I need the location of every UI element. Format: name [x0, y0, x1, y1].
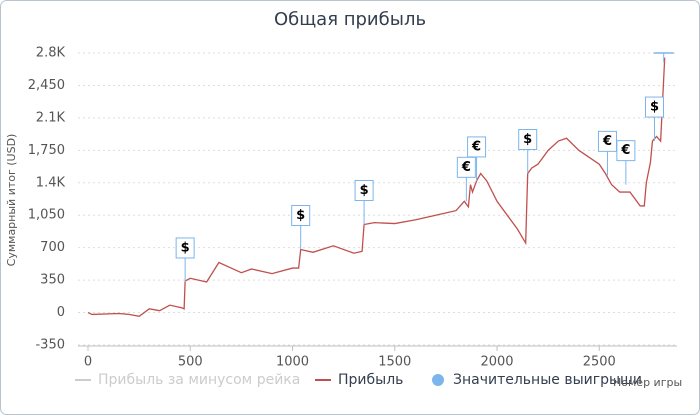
- x-axis-label: Номер игры: [613, 376, 682, 389]
- flag-label: $: [296, 208, 305, 223]
- y-axis-label: Суммарный итог (USD): [5, 134, 18, 267]
- flag-marker: [175, 237, 195, 259]
- flag: €: [616, 140, 636, 185]
- flag-marker: [616, 140, 636, 162]
- y-tick-label: 2.1K: [36, 110, 66, 125]
- flag-marker: [518, 129, 538, 151]
- y-tick-label: 700: [40, 240, 65, 255]
- chart-title: Общая прибыль: [274, 9, 426, 30]
- y-tick-label: 350: [40, 273, 65, 288]
- flag-label: €: [461, 160, 471, 175]
- x-tick-label: 1000: [276, 355, 309, 370]
- flag: [653, 52, 674, 63]
- flag-label: €: [602, 134, 612, 149]
- legend-label: Прибыль за минусом рейка: [98, 372, 300, 388]
- flag: $: [175, 237, 195, 282]
- flag: $: [645, 96, 665, 142]
- y-tick-label: 2,450: [28, 78, 65, 93]
- flag: $: [354, 179, 374, 225]
- flag-label: $: [360, 183, 369, 198]
- legend-label: Прибыль: [338, 372, 403, 388]
- flag-label: $: [650, 100, 659, 115]
- flag: $: [291, 205, 311, 250]
- flag-marker: [291, 205, 311, 227]
- flag: €: [467, 136, 487, 181]
- flag-label: $: [181, 240, 190, 255]
- flag-marker: [645, 96, 665, 118]
- flag: $: [518, 129, 538, 174]
- y-tick-label: 1,050: [28, 208, 65, 223]
- x-tick-label: 2000: [480, 355, 513, 370]
- flag-marker: [354, 179, 374, 201]
- y-tick-label: 1.4K: [36, 175, 66, 190]
- x-tick-label: 1500: [378, 355, 411, 370]
- y-tick-label: 2.8K: [36, 46, 66, 61]
- x-tick-label: 0: [84, 355, 92, 370]
- legend-symbol: [432, 374, 444, 386]
- flag: €: [456, 156, 476, 202]
- x-tick-label: 2500: [583, 355, 616, 370]
- flag-label: €: [471, 139, 481, 154]
- flag-marker: [456, 156, 476, 178]
- flag-label: $: [523, 132, 532, 147]
- y-tick-label: 0: [57, 305, 65, 320]
- y-tick-label: 1,750: [28, 143, 65, 158]
- flag-label: €: [620, 143, 630, 158]
- x-tick-label: 500: [178, 355, 203, 370]
- y-tick-label: -350: [35, 338, 65, 353]
- legend-label: Значительные выигрыши: [453, 372, 642, 388]
- flag-marker: [467, 136, 487, 158]
